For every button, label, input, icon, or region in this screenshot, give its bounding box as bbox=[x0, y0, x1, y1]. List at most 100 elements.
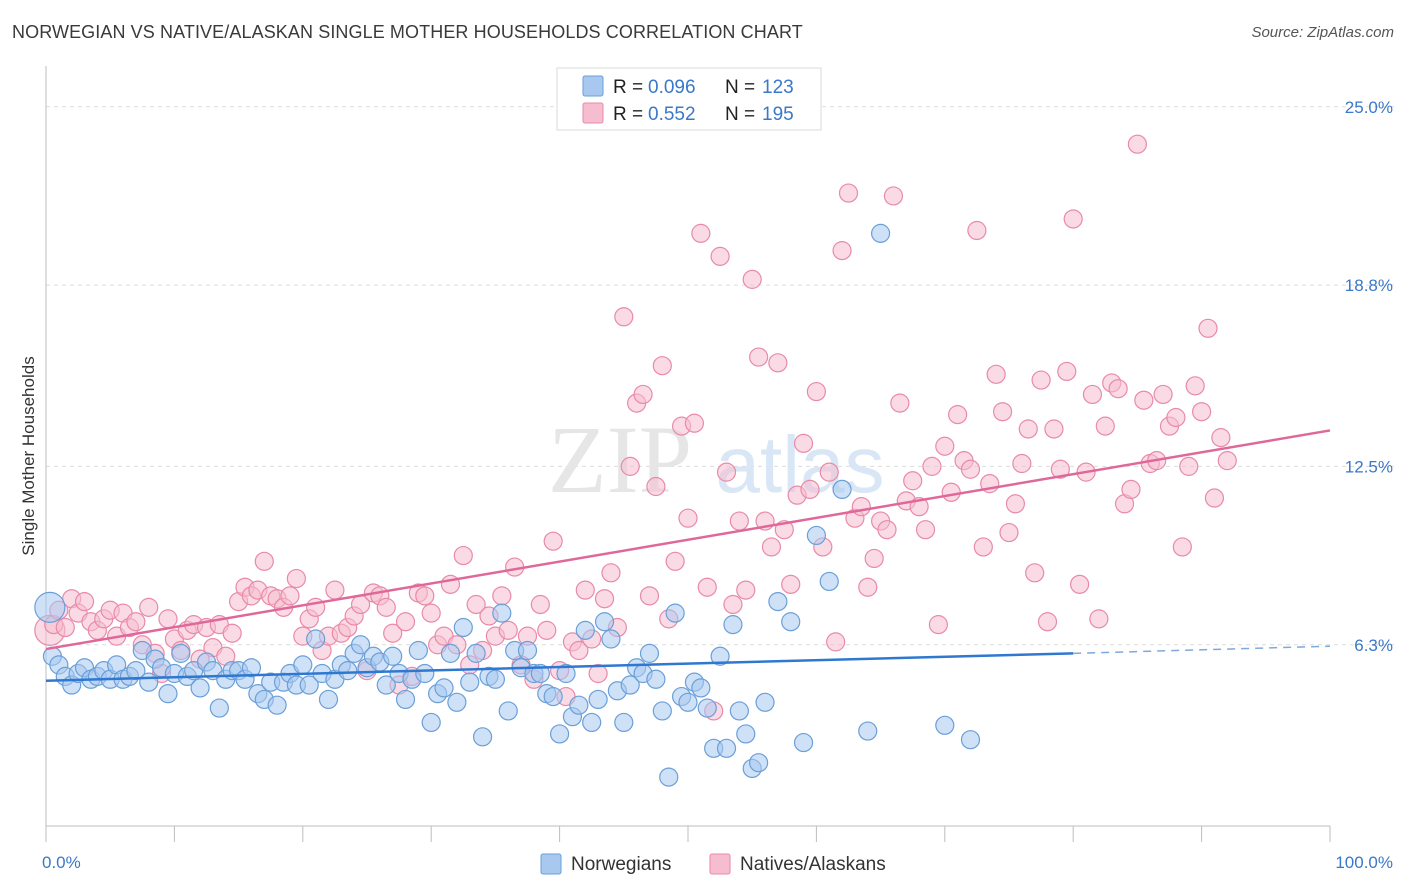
natives-alaskans-point bbox=[222, 623, 242, 643]
norwegians-point bbox=[209, 698, 229, 718]
natives-alaskans-point bbox=[1050, 459, 1070, 479]
natives-alaskans-point bbox=[858, 577, 878, 597]
norwegians-point bbox=[383, 646, 403, 666]
natives-alaskans-point bbox=[749, 347, 769, 367]
norwegians-point bbox=[338, 661, 358, 681]
norwegians-point bbox=[447, 692, 467, 712]
natives-alaskans-point bbox=[1089, 609, 1109, 629]
norwegians-point bbox=[832, 479, 852, 499]
natives-alaskans-point bbox=[1198, 318, 1218, 338]
norwegians-points bbox=[34, 223, 981, 787]
norwegians-point bbox=[781, 612, 801, 632]
natives-alaskans-point bbox=[530, 594, 550, 615]
norwegians-point bbox=[819, 571, 839, 592]
chart-title: NORWEGIAN VS NATIVE/ALASKAN SINGLE MOTHE… bbox=[12, 22, 803, 42]
natives-alaskans-point bbox=[537, 620, 557, 640]
norwegians-point bbox=[646, 669, 666, 689]
norwegians-point bbox=[716, 738, 737, 758]
norwegians-point bbox=[960, 730, 981, 750]
natives-alaskans-point bbox=[1012, 453, 1032, 474]
natives-alaskans-point bbox=[806, 381, 827, 402]
natives-alaskans-point bbox=[948, 405, 968, 425]
norwegians-point bbox=[858, 721, 878, 741]
norwegians-point bbox=[569, 695, 589, 715]
norwegians-point bbox=[588, 689, 608, 710]
norwegians-point bbox=[594, 612, 615, 632]
norwegians-point bbox=[793, 732, 814, 753]
natives-alaskans-point bbox=[543, 531, 563, 551]
norwegians-point bbox=[543, 686, 563, 707]
natives-alaskans-point bbox=[376, 597, 396, 617]
natives-alaskans-point bbox=[716, 462, 737, 482]
natives-alaskans-point bbox=[1172, 537, 1192, 557]
natives-alaskans-point bbox=[793, 433, 814, 453]
natives-alaskans-point bbox=[55, 617, 75, 638]
source-label: Source: ZipAtlas.com bbox=[1251, 24, 1394, 41]
norwegians-point bbox=[318, 689, 339, 710]
norwegians-point bbox=[749, 753, 769, 773]
natives-alaskans-point bbox=[1063, 209, 1083, 229]
norwegians-point bbox=[421, 712, 441, 733]
natives-alaskans-point bbox=[800, 479, 820, 499]
natives-alaskans-point bbox=[826, 632, 846, 652]
norwegians-point bbox=[723, 615, 743, 635]
grid-lines bbox=[46, 106, 1394, 646]
norwegians-point bbox=[395, 689, 416, 710]
natives-alaskans-point bbox=[1179, 456, 1199, 476]
natives-alaskans-point bbox=[1185, 376, 1205, 396]
norwegians-point bbox=[293, 655, 313, 675]
norwegians-point bbox=[485, 669, 505, 689]
norwegians-point bbox=[582, 712, 602, 733]
norwegians-point bbox=[440, 643, 461, 663]
natives-alaskans-point bbox=[594, 589, 615, 609]
axes bbox=[45, 66, 1331, 842]
norwegians-point bbox=[870, 223, 891, 243]
natives-alaskans-point bbox=[838, 183, 859, 203]
natives-alaskans-point bbox=[158, 609, 178, 629]
norwegians-point bbox=[408, 640, 428, 661]
y-tick-label: 18.8% bbox=[1345, 276, 1393, 295]
natives-alaskans-point bbox=[1037, 612, 1058, 632]
bottom-legend: Norwegians Natives/Alaskans bbox=[540, 853, 886, 875]
natives-alaskans-point bbox=[633, 384, 653, 405]
norwegians-point bbox=[158, 684, 178, 704]
y-tick-label: 25.0% bbox=[1345, 98, 1393, 117]
norwegians-point bbox=[710, 646, 730, 666]
norwegians-point bbox=[806, 525, 827, 546]
y-axis-label: Single Mother Households bbox=[19, 356, 38, 555]
y-tick-labels: 6.3% 12.5% 18.8% 25.0% bbox=[1345, 98, 1393, 655]
natives-alaskans-point bbox=[1082, 384, 1103, 405]
norwegians-point bbox=[460, 672, 480, 692]
norwegians-point bbox=[415, 663, 435, 684]
natives-alaskans-point bbox=[466, 594, 486, 615]
natives-alaskans-point bbox=[1191, 402, 1212, 422]
natives-alaskans-point bbox=[883, 186, 904, 206]
norwegians-point bbox=[755, 692, 775, 712]
norwegians-trend-line bbox=[45, 652, 1074, 682]
natives-alaskans-point bbox=[729, 511, 749, 531]
natives-alaskans-point bbox=[678, 508, 698, 528]
natives-alaskans-point bbox=[498, 620, 518, 640]
natives-alaskans-point bbox=[768, 353, 788, 373]
norwegians-point bbox=[601, 629, 621, 649]
legend-n-label: N = bbox=[725, 77, 755, 98]
natives-alaskans-point bbox=[819, 462, 839, 482]
natives-alaskans-point bbox=[569, 640, 589, 661]
bottom-legend-swatch-norwegians bbox=[540, 853, 562, 875]
watermark: ZIP atlas bbox=[548, 406, 884, 513]
natives-alaskans-point bbox=[588, 663, 608, 684]
norwegians-point bbox=[34, 591, 66, 623]
natives-alaskans-point bbox=[691, 223, 711, 243]
natives-alaskans-point bbox=[1005, 494, 1026, 514]
natives-alaskans-points bbox=[34, 134, 1237, 721]
norwegians-point bbox=[678, 692, 698, 712]
natives-alaskans-point bbox=[325, 580, 345, 600]
norwegians-point bbox=[466, 643, 486, 663]
natives-alaskans-point bbox=[781, 574, 801, 594]
x-tick-labels: 0.0% 100.0% bbox=[42, 853, 1393, 872]
natives-alaskans-point bbox=[941, 482, 961, 502]
norwegians-point bbox=[736, 724, 756, 744]
norwegians-point bbox=[697, 698, 717, 718]
natives-alaskans-point bbox=[903, 471, 923, 491]
x-tick-label-end: 100.0% bbox=[1335, 853, 1393, 872]
